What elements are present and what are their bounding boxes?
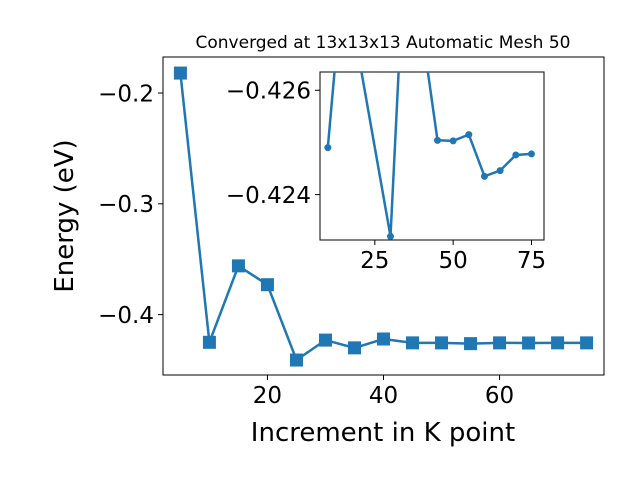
data-point-marker [580,336,594,350]
x-tick-label: 40 [369,383,398,409]
y-tick-label: −0.3 [98,192,154,218]
y-tick-label: −0.2 [98,81,154,107]
data-point-marker [465,131,473,139]
main-x-axis-ticks: 20 40 60 [253,375,514,409]
data-point-marker [202,335,216,349]
data-point-marker [527,150,535,158]
main-y-axis-ticks: −0.2 −0.3 −0.4 [98,81,163,329]
x-tick-label: 50 [439,248,468,274]
x-tick-label: 75 [517,248,546,274]
data-point-marker [464,337,478,351]
data-point-marker [551,336,565,350]
inset-series-markers [324,131,535,240]
data-point-marker [449,137,457,145]
x-tick-label: 20 [253,383,282,409]
y-tick-label: −0.4 [98,303,154,329]
data-point-marker [231,259,245,273]
main-plot-area [173,66,594,367]
inset-y-axis-ticks: −0.426 −0.424 [226,79,320,209]
data-point-marker [173,66,187,80]
data-point-marker [435,336,449,350]
data-point-marker [318,333,332,347]
y-axis-label: Energy (eV) [50,139,80,292]
data-point-marker [347,341,361,355]
main-series-markers [173,66,594,367]
data-point-marker [522,336,536,350]
chart-title: Converged at 13x13x13 Automatic Mesh 50 [196,33,571,53]
data-point-marker [480,172,488,180]
data-point-marker [377,332,390,346]
x-tick-label: 25 [360,248,389,274]
data-point-marker [493,336,507,350]
y-tick-label: −0.424 [226,183,311,209]
inset-plot-area [324,72,535,240]
data-point-marker [512,151,520,159]
data-point-marker [433,136,441,144]
data-point-marker [289,353,303,367]
data-point-marker [496,167,504,175]
data-point-marker [386,232,394,240]
data-point-marker [324,144,332,152]
inset-x-axis-ticks: 25 50 75 [360,240,546,274]
x-tick-label: 60 [485,383,514,409]
data-point-marker [260,278,274,292]
x-axis-label: Increment in K point [251,418,515,448]
data-point-marker [406,336,420,350]
y-tick-label: −0.426 [226,79,311,105]
